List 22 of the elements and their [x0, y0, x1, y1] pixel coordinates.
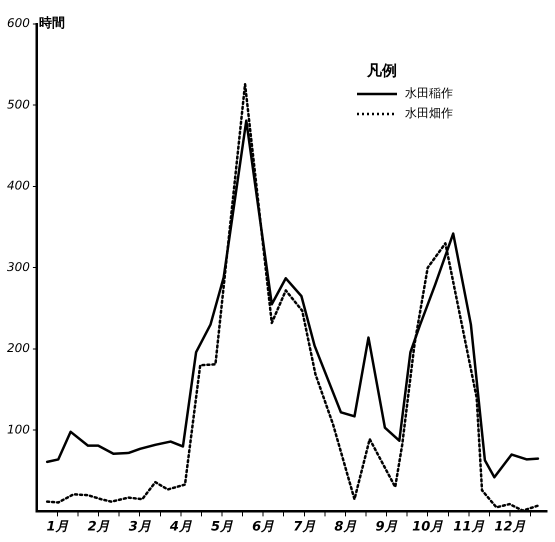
- y-tick-label: 500: [7, 97, 30, 112]
- y-axis-title: 時間: [38, 16, 65, 31]
- legend-title: 凡例: [366, 61, 397, 80]
- y-tick-label: 300: [7, 260, 30, 274]
- legend-label: 水田畑作: [405, 106, 453, 120]
- y-tick-label: 600: [7, 16, 30, 30]
- y-tick-label: 200: [7, 341, 30, 356]
- x-tick-label: 4月: [168, 520, 192, 535]
- x-tick-label: 8月: [334, 520, 356, 535]
- x-tick-label: 12月: [494, 520, 526, 535]
- y-tick-label: 100: [7, 422, 30, 436]
- x-tick-label: 6月: [252, 520, 274, 535]
- x-tick-label: 3月: [128, 520, 151, 535]
- y-tick-label: 400: [7, 178, 30, 193]
- x-tick-label: 5月: [210, 520, 234, 535]
- x-tick-label: 7月: [293, 520, 316, 535]
- x-tick-label: 11月: [453, 520, 484, 535]
- x-tick-label: 2月: [88, 520, 110, 535]
- legend-label: 水田稲作: [405, 86, 453, 100]
- x-tick-label: 1月: [46, 520, 68, 535]
- x-tick-label: 9月: [376, 520, 398, 535]
- x-tick-label: 10月: [412, 520, 444, 535]
